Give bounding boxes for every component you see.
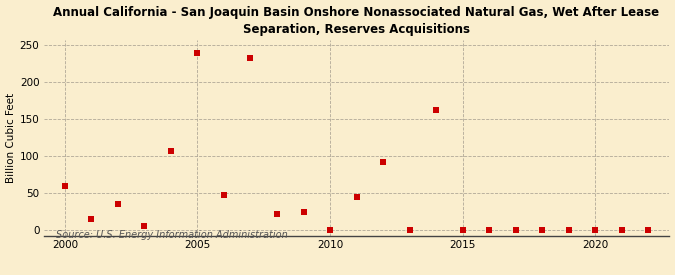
Point xyxy=(113,202,124,207)
Point xyxy=(165,149,176,153)
Point xyxy=(192,51,203,55)
Point xyxy=(298,210,309,214)
Point xyxy=(563,228,574,232)
Text: Source: U.S. Energy Information Administration: Source: U.S. Energy Information Administ… xyxy=(56,230,288,240)
Point xyxy=(643,228,653,232)
Title: Annual California - San Joaquin Basin Onshore Nonassociated Natural Gas, Wet Aft: Annual California - San Joaquin Basin On… xyxy=(53,6,659,35)
Y-axis label: Billion Cubic Feet: Billion Cubic Feet xyxy=(5,93,16,183)
Point xyxy=(325,228,335,232)
Point xyxy=(245,56,256,60)
Point xyxy=(537,228,547,232)
Point xyxy=(590,228,601,232)
Point xyxy=(86,217,97,221)
Point xyxy=(510,228,521,232)
Point xyxy=(484,228,495,232)
Point xyxy=(431,108,441,112)
Point xyxy=(457,228,468,232)
Point xyxy=(377,160,388,164)
Point xyxy=(271,212,282,216)
Point xyxy=(616,228,627,232)
Point xyxy=(219,193,230,198)
Point xyxy=(59,184,70,188)
Point xyxy=(351,195,362,199)
Point xyxy=(139,224,150,229)
Point xyxy=(404,228,415,232)
